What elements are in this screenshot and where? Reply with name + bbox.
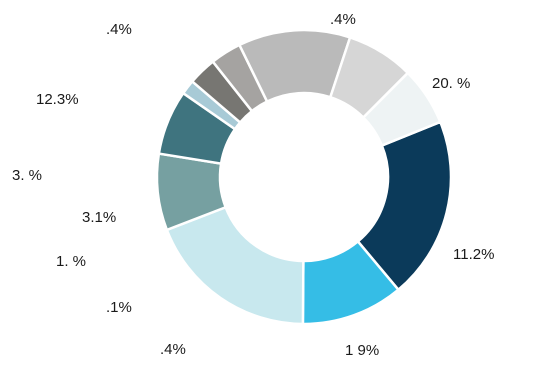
slices-group (155, 28, 453, 326)
slice-value-label-10: .4% (106, 21, 132, 38)
slice-value-label-1: 20. % (432, 75, 470, 92)
donut-slice-3 (165, 205, 305, 326)
slice-value-label-7: 3.1% (82, 209, 116, 226)
donut-slice-1 (356, 120, 453, 292)
slice-value-label-11: .4% (330, 11, 356, 28)
slice-value-label-3: 1 9% (345, 342, 379, 359)
slice-value-label-2: 11.2% (453, 246, 494, 263)
slice-value-label-9: 12.3% (36, 91, 79, 108)
slice-value-label-4: .4% (160, 341, 186, 358)
slice-value-label-5: .1% (106, 299, 132, 316)
slice-value-label-6: 1. % (56, 253, 86, 270)
slice-value-label-8: 3. % (12, 167, 42, 184)
donut-slice-11 (361, 71, 442, 148)
labels-group: 20. % 11.2% 1 9% .4% .1% 1. % 3.1% 3. % 12.3% .4%… (12, 11, 494, 359)
